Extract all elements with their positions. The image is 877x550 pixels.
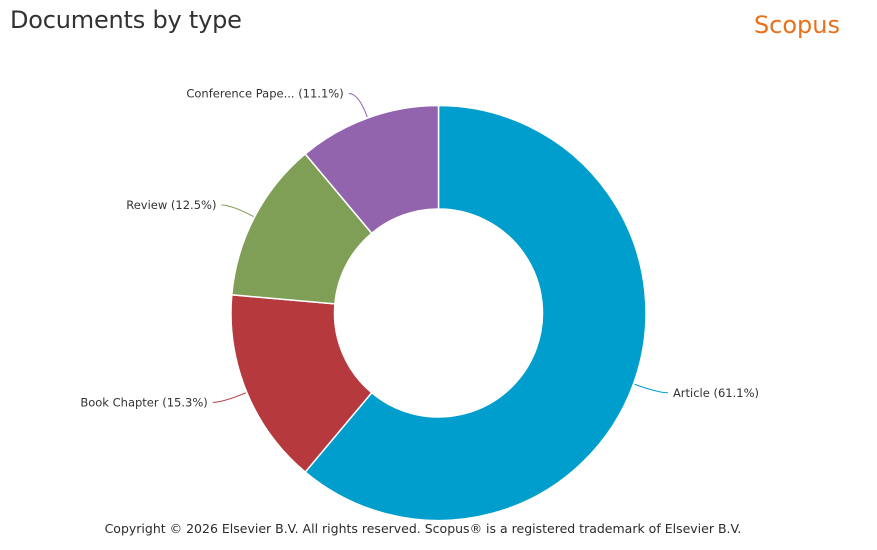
connector-article (634, 383, 668, 394)
scopus-logo: Scopus (753, 11, 840, 39)
label-review: Review (12.5%) (126, 198, 216, 212)
label-book-chapter: Book Chapter (15.3%) (80, 395, 207, 409)
copyright-notice: Copyright © 2026 Elsevier B.V. All right… (104, 521, 742, 536)
connector-review (221, 204, 254, 218)
slice-conference-paper[interactable] (304, 104, 440, 235)
connector-book-chapter (212, 392, 247, 403)
connector-conference-paper (348, 93, 368, 118)
label-conference-paper: Conference Pape... (11.1%) (186, 87, 343, 101)
label-article: Article (61.1%) (673, 386, 759, 400)
slice-book-chapter[interactable] (230, 293, 373, 474)
chart-title: Documents by type (10, 6, 242, 34)
slice-article[interactable] (304, 104, 647, 522)
